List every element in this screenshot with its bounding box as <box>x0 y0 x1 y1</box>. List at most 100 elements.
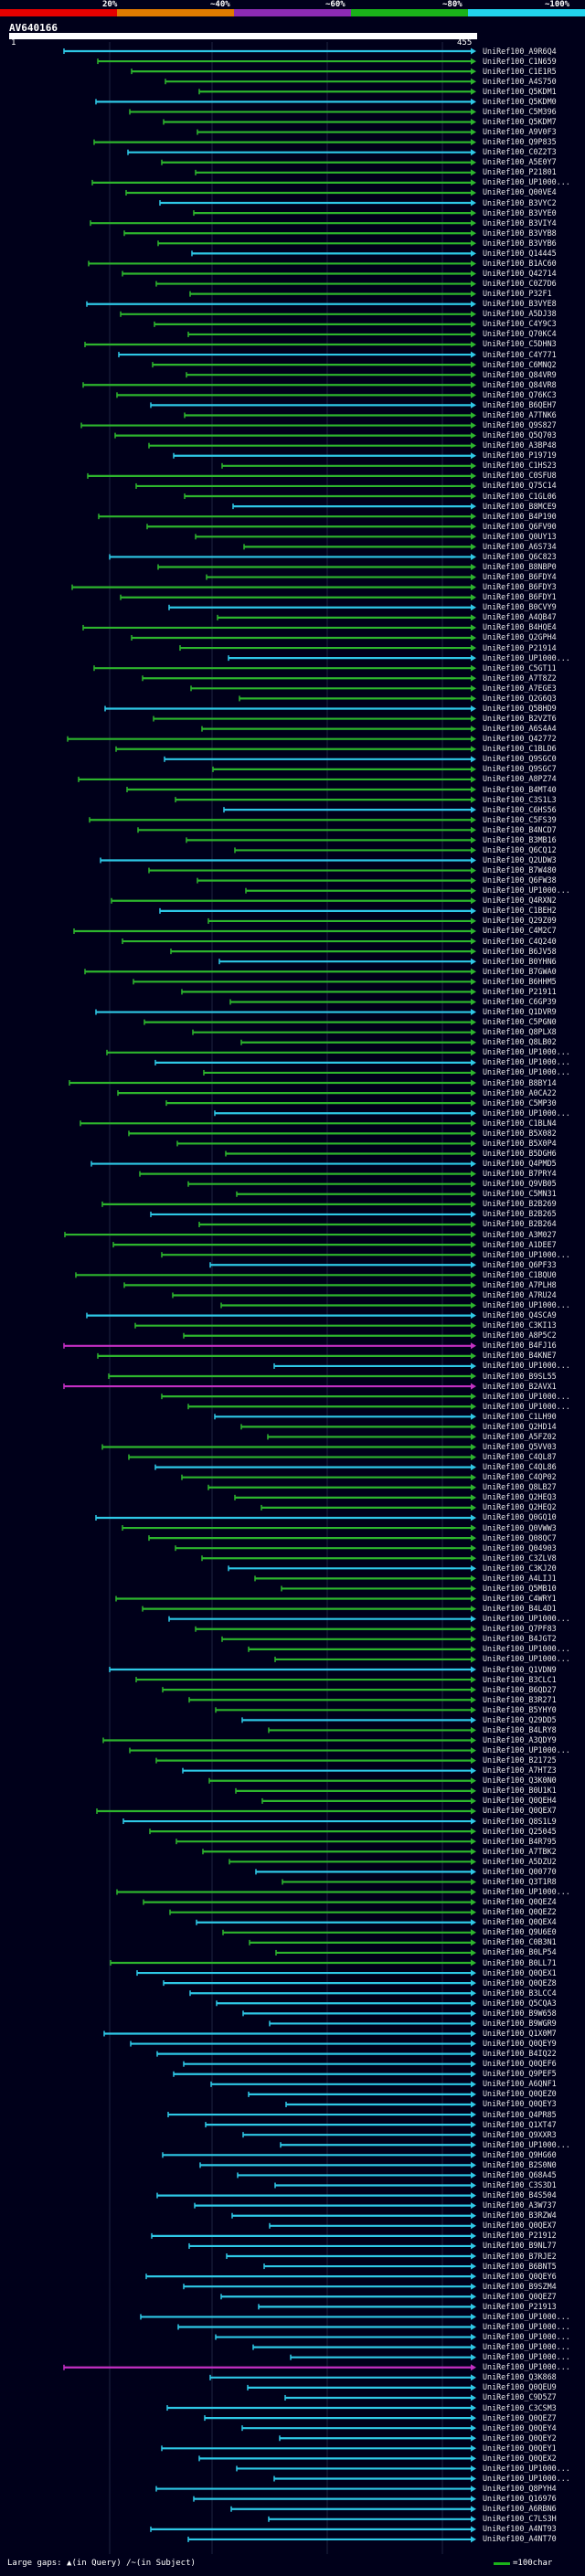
hit-label[interactable]: UniRef100_Q29Z09 <box>483 916 557 926</box>
hit-label[interactable]: UniRef100_C4Q240 <box>483 936 557 946</box>
hit-label[interactable]: UniRef100_Q8PYH4 <box>483 2484 557 2494</box>
hit-label[interactable]: UniRef100_Q84VR8 <box>483 379 557 389</box>
hit-label[interactable]: UniRef100_P19719 <box>483 451 557 461</box>
hit-label[interactable]: UniRef100_UP1000... <box>483 1644 570 1654</box>
hit-label[interactable]: UniRef100_P21914 <box>483 642 557 652</box>
hit-label[interactable]: UniRef100_C3S3D1 <box>483 2180 557 2190</box>
hit-label[interactable]: UniRef100_Q0QEY6 <box>483 2271 557 2281</box>
hit-label[interactable]: UniRef100_B2AVX1 <box>483 1381 557 1391</box>
hit-label[interactable]: UniRef100_C5PGN0 <box>483 1017 557 1027</box>
hit-label[interactable]: UniRef100_B3VYE8 <box>483 299 557 309</box>
hit-label[interactable]: UniRef100_Q1XT47 <box>483 2119 557 2129</box>
hit-label[interactable]: UniRef100_C5GT11 <box>483 663 557 673</box>
hit-label[interactable]: UniRef100_Q0QEX7 <box>483 1806 557 1816</box>
hit-label[interactable]: UniRef100_Q9P835 <box>483 137 557 147</box>
hit-label[interactable]: UniRef100_A5E0Y7 <box>483 157 557 167</box>
hit-label[interactable]: UniRef100_UP1000... <box>483 1249 570 1259</box>
hit-label[interactable]: UniRef100_UP1000... <box>483 1361 570 1371</box>
hit-label[interactable]: UniRef100_Q2HEQ2 <box>483 1502 557 1512</box>
hit-label[interactable]: UniRef100_Q0QEY4 <box>483 2422 557 2433</box>
hit-label[interactable]: UniRef100_Q9SGC7 <box>483 764 557 774</box>
hit-label[interactable]: UniRef100_A7T8Z2 <box>483 673 557 683</box>
hit-label[interactable]: UniRef100_B6FDY3 <box>483 582 557 592</box>
hit-label[interactable]: UniRef100_B3MB16 <box>483 834 557 844</box>
hit-label[interactable]: UniRef100_B6HHM5 <box>483 976 557 986</box>
hit-label[interactable]: UniRef100_UP1000... <box>483 2352 570 2362</box>
hit-label[interactable]: UniRef100_Q6FV90 <box>483 521 557 531</box>
hit-label[interactable]: UniRef100_UP1000... <box>483 2139 570 2149</box>
hit-label[interactable]: UniRef100_P21801 <box>483 167 557 177</box>
hit-label[interactable]: UniRef100_A8P5C2 <box>483 1330 557 1341</box>
hit-label[interactable]: UniRef100_A4QB47 <box>483 612 557 622</box>
hit-label[interactable]: UniRef100_C1BEH2 <box>483 906 557 916</box>
hit-label[interactable]: UniRef100_Q8S1L9 <box>483 1816 557 1826</box>
hit-label[interactable]: UniRef100_Q1DVR9 <box>483 1007 557 1017</box>
hit-label[interactable]: UniRef100_B6QEH7 <box>483 399 557 409</box>
hit-label[interactable]: UniRef100_Q2G6Q3 <box>483 693 557 703</box>
hit-label[interactable]: UniRef100_Q3T1R8 <box>483 1876 557 1886</box>
hit-label[interactable]: UniRef100_B9NL77 <box>483 2241 557 2251</box>
hit-label[interactable]: UniRef100_Q3K868 <box>483 2372 557 2382</box>
hit-label[interactable]: UniRef100_Q9XXR3 <box>483 2129 557 2139</box>
hit-label[interactable]: UniRef100_A5DJ38 <box>483 309 557 319</box>
hit-label[interactable]: UniRef100_A5DZU2 <box>483 1856 557 1866</box>
hit-label[interactable]: UniRef100_B3RZW4 <box>483 2210 557 2221</box>
hit-label[interactable]: UniRef100_Q6FW38 <box>483 875 557 885</box>
hit-label[interactable]: UniRef100_A5FZ02 <box>483 1431 557 1441</box>
hit-label[interactable]: UniRef100_B3VYB6 <box>483 238 557 248</box>
hit-label[interactable]: UniRef100_UP1000... <box>483 1108 570 1118</box>
hit-label[interactable]: UniRef100_B3LCC4 <box>483 1988 557 1998</box>
hit-label[interactable]: UniRef100_UP1000... <box>483 652 570 663</box>
hit-label[interactable]: UniRef100_Q5Q703 <box>483 430 557 440</box>
hit-label[interactable]: UniRef100_C3KJ20 <box>483 1563 557 1573</box>
hit-label[interactable]: UniRef100_A7HTZ3 <box>483 1765 557 1776</box>
hit-label[interactable]: UniRef100_C1GL06 <box>483 491 557 501</box>
hit-label[interactable]: UniRef100_UP1000... <box>483 885 570 896</box>
hit-label[interactable]: UniRef100_B5X0P4 <box>483 1138 557 1148</box>
hit-label[interactable]: UniRef100_A7TNK6 <box>483 409 557 419</box>
hit-label[interactable]: UniRef100_B3VIY4 <box>483 217 557 228</box>
hit-label[interactable]: UniRef100_B9WGR9 <box>483 2018 557 2028</box>
hit-label[interactable]: UniRef100_Q0QEZ7 <box>483 2291 557 2301</box>
hit-label[interactable]: UniRef100_UP1000... <box>483 1745 570 1755</box>
hit-label[interactable]: UniRef100_Q0QEU9 <box>483 2382 557 2392</box>
hit-label[interactable]: UniRef100_B6FDY1 <box>483 592 557 602</box>
hit-label[interactable]: UniRef100_A3W737 <box>483 2200 557 2210</box>
hit-label[interactable]: UniRef100_UP1000... <box>483 2321 570 2331</box>
hit-label[interactable]: UniRef100_C1HS23 <box>483 461 557 471</box>
hit-label[interactable]: UniRef100_B2VZT6 <box>483 714 557 724</box>
hit-label[interactable]: UniRef100_C7LS3H <box>483 2514 557 2524</box>
hit-label[interactable]: UniRef100_Q42772 <box>483 734 557 744</box>
hit-label[interactable]: UniRef100_Q14445 <box>483 248 557 258</box>
hit-label[interactable]: UniRef100_B0U1K1 <box>483 1786 557 1796</box>
hit-label[interactable]: UniRef100_C4Y9C3 <box>483 319 557 329</box>
hit-label[interactable]: UniRef100_A3BP48 <box>483 440 557 451</box>
hit-label[interactable]: UniRef100_C0Z2T3 <box>483 147 557 157</box>
hit-label[interactable]: UniRef100_B4NCD7 <box>483 824 557 834</box>
hit-label[interactable]: UniRef100_A4LIJ1 <box>483 1573 557 1583</box>
hit-label[interactable]: UniRef100_Q3K0N0 <box>483 1776 557 1786</box>
hit-label[interactable]: UniRef100_Q76KC3 <box>483 389 557 399</box>
hit-label[interactable]: UniRef100_Q0QEZ8 <box>483 1977 557 1988</box>
hit-label[interactable]: UniRef100_UP1000... <box>483 1067 570 1077</box>
hit-label[interactable]: UniRef100_Q9SGC0 <box>483 754 557 764</box>
hit-label[interactable]: UniRef100_C4QL86 <box>483 1462 557 1472</box>
hit-label[interactable]: UniRef100_A6S734 <box>483 541 557 551</box>
hit-label[interactable]: UniRef100_Q4SCA9 <box>483 1310 557 1320</box>
hit-label[interactable]: UniRef100_Q9VB05 <box>483 1179 557 1189</box>
hit-label[interactable]: UniRef100_B7PRY4 <box>483 1169 557 1179</box>
hit-label[interactable]: UniRef100_B9W658 <box>483 2008 557 2018</box>
hit-label[interactable]: UniRef100_C0B3N1 <box>483 1937 557 1947</box>
hit-label[interactable]: UniRef100_P21912 <box>483 2231 557 2241</box>
hit-label[interactable]: UniRef100_UP1000... <box>483 2311 570 2321</box>
hit-label[interactable]: UniRef100_B4HQE4 <box>483 622 557 632</box>
hit-label[interactable]: UniRef100_Q8PLX8 <box>483 1027 557 1037</box>
hit-label[interactable]: UniRef100_B0YHN6 <box>483 956 557 966</box>
hit-label[interactable]: UniRef100_A4S750 <box>483 76 557 86</box>
hit-label[interactable]: UniRef100_B3CLC1 <box>483 1674 557 1684</box>
hit-label[interactable]: UniRef100_Q68A45 <box>483 2169 557 2179</box>
hit-label[interactable]: UniRef100_B2B265 <box>483 1209 557 1219</box>
hit-label[interactable]: UniRef100_C3ZLV8 <box>483 1553 557 1563</box>
hit-label[interactable]: UniRef100_Q0QEX2 <box>483 2453 557 2463</box>
hit-label[interactable]: UniRef100_UP1000... <box>483 1391 570 1401</box>
